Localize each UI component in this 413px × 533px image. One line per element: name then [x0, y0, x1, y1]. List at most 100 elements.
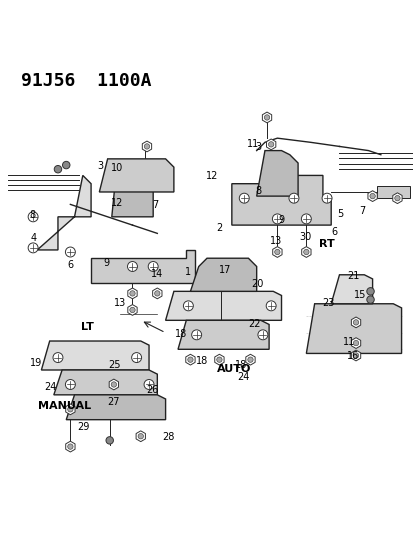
Polygon shape	[136, 431, 145, 442]
Polygon shape	[190, 258, 256, 292]
Text: 7: 7	[358, 206, 365, 216]
Polygon shape	[66, 404, 75, 415]
Text: 15: 15	[353, 289, 366, 300]
Circle shape	[216, 357, 222, 362]
Polygon shape	[178, 320, 268, 349]
Polygon shape	[142, 141, 151, 152]
Circle shape	[65, 247, 75, 257]
Text: 17: 17	[218, 265, 231, 275]
Polygon shape	[306, 304, 401, 353]
Polygon shape	[351, 317, 360, 328]
Text: 13: 13	[269, 236, 281, 246]
Polygon shape	[245, 354, 254, 365]
Polygon shape	[231, 175, 330, 225]
Polygon shape	[256, 151, 297, 196]
Circle shape	[127, 262, 137, 271]
Polygon shape	[109, 379, 118, 390]
Polygon shape	[185, 354, 195, 365]
Circle shape	[154, 290, 160, 296]
Polygon shape	[262, 112, 271, 123]
Circle shape	[106, 437, 113, 444]
Circle shape	[247, 357, 253, 362]
Circle shape	[353, 353, 358, 358]
Text: 25: 25	[108, 360, 121, 369]
Polygon shape	[301, 247, 310, 257]
Polygon shape	[376, 186, 409, 198]
Text: 8: 8	[29, 210, 35, 220]
Text: 9: 9	[103, 258, 109, 268]
Circle shape	[28, 243, 38, 253]
Text: 13: 13	[114, 298, 126, 308]
Text: 12: 12	[205, 171, 218, 181]
Text: 7: 7	[152, 200, 159, 210]
Circle shape	[65, 379, 75, 390]
Circle shape	[353, 341, 358, 346]
Circle shape	[301, 214, 311, 224]
Circle shape	[28, 212, 38, 222]
Polygon shape	[351, 350, 360, 361]
Polygon shape	[66, 395, 165, 419]
Polygon shape	[128, 304, 137, 316]
Text: 1: 1	[185, 267, 191, 277]
Polygon shape	[66, 441, 75, 452]
Circle shape	[394, 196, 399, 201]
Polygon shape	[392, 193, 401, 204]
Circle shape	[353, 320, 358, 325]
Circle shape	[268, 142, 273, 147]
Circle shape	[272, 214, 282, 224]
Polygon shape	[128, 288, 137, 299]
Polygon shape	[37, 175, 91, 250]
Circle shape	[62, 161, 70, 169]
Circle shape	[130, 308, 135, 313]
Text: 4: 4	[31, 233, 37, 244]
Polygon shape	[54, 370, 157, 395]
Circle shape	[257, 330, 267, 340]
Text: 28: 28	[162, 432, 175, 442]
Circle shape	[288, 193, 298, 203]
Circle shape	[138, 433, 143, 439]
Polygon shape	[272, 247, 281, 257]
Circle shape	[366, 288, 373, 295]
Polygon shape	[165, 292, 281, 320]
Text: 3: 3	[255, 142, 261, 152]
Polygon shape	[367, 191, 376, 201]
Circle shape	[266, 301, 275, 311]
Circle shape	[68, 444, 73, 449]
Text: AUTO: AUTO	[216, 364, 251, 374]
Text: LT: LT	[80, 321, 93, 332]
Text: 20: 20	[251, 279, 263, 289]
Polygon shape	[99, 159, 173, 192]
Text: 16: 16	[346, 351, 358, 360]
Text: 29: 29	[77, 422, 90, 432]
Text: 9: 9	[278, 215, 284, 225]
Circle shape	[321, 193, 331, 203]
Circle shape	[264, 115, 269, 120]
Text: 26: 26	[146, 385, 158, 395]
Polygon shape	[266, 139, 275, 150]
Text: 14: 14	[151, 269, 163, 279]
Circle shape	[53, 353, 63, 362]
Text: 24: 24	[237, 373, 249, 383]
Circle shape	[148, 262, 158, 271]
Polygon shape	[41, 341, 149, 370]
Polygon shape	[214, 354, 223, 365]
Circle shape	[369, 193, 374, 199]
Text: 18: 18	[174, 328, 187, 338]
Text: 91J56  1100A: 91J56 1100A	[21, 72, 151, 90]
Text: 22: 22	[248, 319, 260, 329]
Circle shape	[54, 165, 62, 173]
Text: 11: 11	[247, 139, 259, 149]
Circle shape	[144, 144, 150, 149]
Circle shape	[303, 249, 308, 255]
Circle shape	[187, 357, 192, 362]
Circle shape	[183, 301, 193, 311]
Text: RT: RT	[318, 239, 334, 249]
Circle shape	[144, 379, 154, 390]
Text: MANUAL: MANUAL	[38, 401, 90, 411]
Polygon shape	[330, 275, 372, 304]
Text: 24: 24	[44, 382, 57, 392]
Text: 18: 18	[195, 356, 207, 366]
Text: 21: 21	[346, 271, 358, 280]
Circle shape	[130, 290, 135, 296]
Polygon shape	[91, 250, 194, 283]
